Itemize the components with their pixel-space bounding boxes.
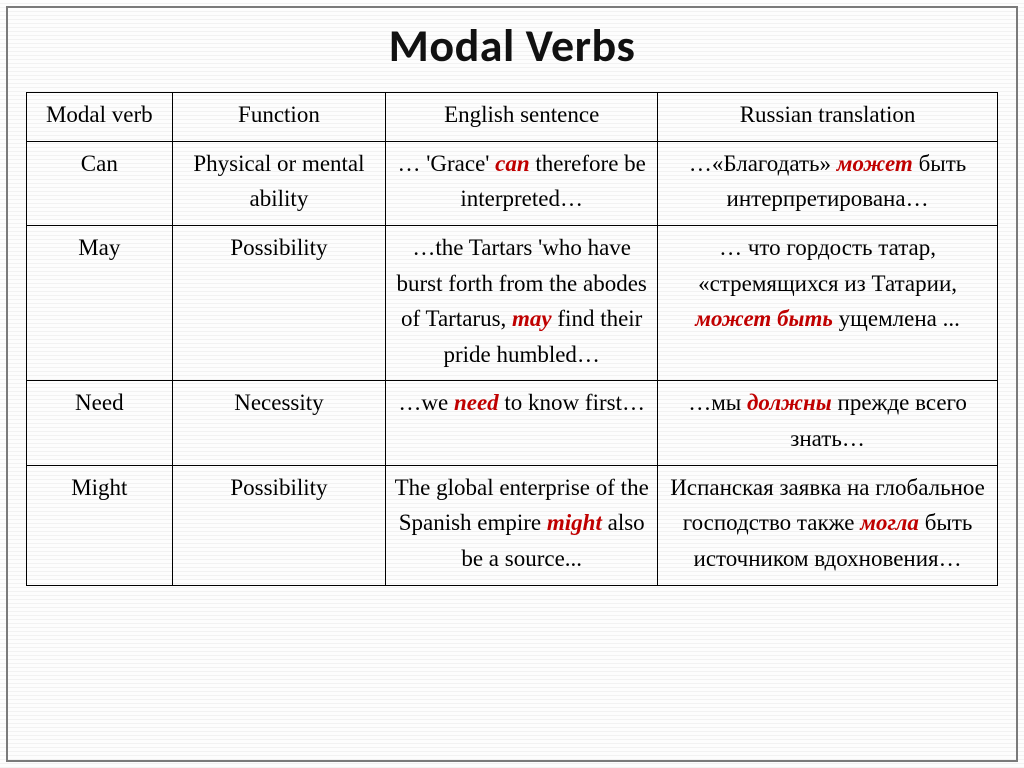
cell-function: Necessity (172, 381, 386, 465)
modal-verbs-table: Modal verb Function English sentence Rus… (26, 92, 998, 586)
text-emphasis: may (512, 306, 552, 331)
text-emphasis: должны (747, 390, 832, 415)
text-emphasis: может (837, 151, 913, 176)
text-emphasis: могла (860, 510, 919, 535)
text-pre: …мы (688, 390, 747, 415)
text-emphasis: может быть (695, 306, 833, 331)
cell-english: …we need to know first… (386, 381, 658, 465)
text-pre: … 'Grace' (397, 151, 495, 176)
text-pre: … что гордость татар, «стремящихся из Та… (698, 235, 957, 296)
cell-function: Possibility (172, 225, 386, 381)
text-pre: …«Благодать» (689, 151, 837, 176)
cell-verb: Can (27, 141, 173, 225)
page-title: Modal Verbs (26, 18, 998, 74)
cell-verb: May (27, 225, 173, 381)
cell-function: Possibility (172, 465, 386, 585)
text-pre: …we (398, 390, 454, 415)
col-header-english: English sentence (386, 93, 658, 142)
cell-verb: Might (27, 465, 173, 585)
cell-russian: …мы должны прежде всего знать… (658, 381, 998, 465)
slide-frame: Modal Verbs Modal verb Function English … (6, 6, 1018, 762)
col-header-russian: Russian translation (658, 93, 998, 142)
cell-english: The global enterprise of the Spanish emp… (386, 465, 658, 585)
table-row: Can Physical or mental ability … 'Grace'… (27, 141, 998, 225)
text-post: to know first… (499, 390, 645, 415)
table-row: Need Necessity …we need to know first… …… (27, 381, 998, 465)
table-row: Might Possibility The global enterprise … (27, 465, 998, 585)
cell-english: … 'Grace' can therefore be interpreted… (386, 141, 658, 225)
text-emphasis: need (454, 390, 499, 415)
cell-russian: Испанская заявка на глобальное господств… (658, 465, 998, 585)
cell-russian: … что гордость татар, «стремящихся из Та… (658, 225, 998, 381)
table-row: May Possibility …the Tartars 'who have b… (27, 225, 998, 381)
col-header-function: Function (172, 93, 386, 142)
text-emphasis: can (495, 151, 530, 176)
text-emphasis: might (547, 510, 602, 535)
cell-english: …the Tartars 'who have burst forth from … (386, 225, 658, 381)
table-header-row: Modal verb Function English sentence Rus… (27, 93, 998, 142)
cell-verb: Need (27, 381, 173, 465)
cell-function: Physical or mental ability (172, 141, 386, 225)
cell-russian: …«Благодать» может быть интерпретирована… (658, 141, 998, 225)
col-header-verb: Modal verb (27, 93, 173, 142)
text-post: ущемлена ... (833, 306, 960, 331)
